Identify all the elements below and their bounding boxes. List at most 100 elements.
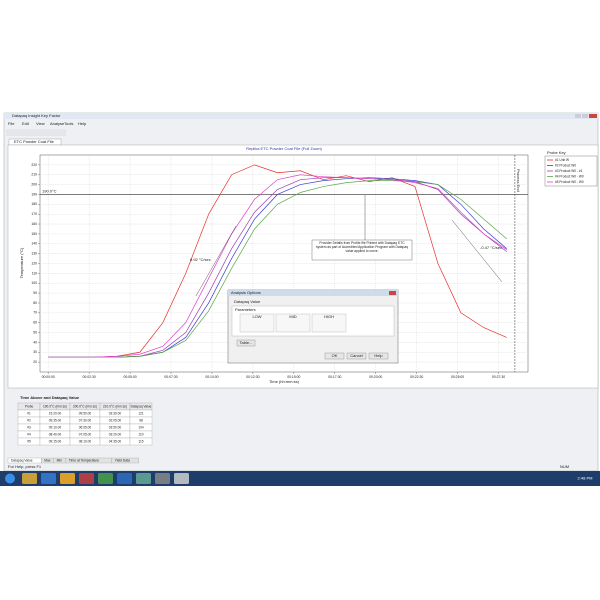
menu-bar: File Edit View Analyse Tools Help [8, 121, 87, 126]
dialog-button-label: Cancel [350, 353, 363, 358]
x-tick-label: 00:05:00 [123, 375, 136, 379]
table-button-label: Table... [240, 340, 253, 345]
annotation-arrow [451, 219, 503, 283]
menu-item[interactable]: Help [78, 121, 87, 126]
taskbar-icon[interactable] [155, 473, 170, 484]
table-cell-text: 07:05.00 [79, 432, 92, 436]
y-tick-label: 210 [31, 173, 37, 177]
y-tick-label: 160 [31, 222, 37, 226]
dialog-button[interactable] [324, 352, 345, 360]
table-cell-text: 104 [138, 425, 144, 429]
annotation-arrow [195, 225, 237, 297]
y-tick-label: 70 [33, 311, 37, 315]
table-cell-text: #5 [27, 439, 31, 443]
x-tick-label: 00:00:00 [42, 375, 55, 379]
maximize-button[interactable] [582, 114, 588, 118]
table-header: 190.0°C (mm:ss) [43, 404, 67, 408]
y-tick-label: 30 [33, 350, 37, 354]
menu-item[interactable]: Edit [22, 121, 30, 126]
chart-title: Replika ETC Powder Coat File (Full Zoom) [246, 146, 322, 151]
y-tick-label: 20 [33, 360, 37, 364]
start-button[interactable] [5, 473, 15, 484]
title-bar [4, 113, 598, 119]
annotation-note: Provider Details from Profile file Print… [316, 241, 408, 253]
table-cell-text: 09:50.00 [79, 411, 92, 415]
bottom-tab-label: Time at Temperature [69, 458, 99, 462]
taskbar-icon[interactable] [98, 473, 113, 484]
menu-item[interactable]: Tools [64, 121, 73, 126]
table-cell-text: 08:10.00 [79, 439, 92, 443]
table-title: Time Above and Datapaq Value [20, 395, 80, 400]
series-line [48, 174, 507, 358]
taskbar-icon[interactable] [117, 473, 132, 484]
table-cell-text: 04:35.00 [109, 439, 122, 443]
table-header: 200.0°C (mm:ss) [73, 404, 97, 408]
reference-label: 190.0°C [42, 189, 57, 194]
dialog-group-label: Parameters [235, 307, 256, 312]
dialog-button-label: Help [374, 353, 383, 358]
x-tick-label: 00:27:30 [492, 375, 505, 379]
legend-label: #1 Unit W [555, 158, 569, 162]
table-button[interactable] [236, 339, 256, 347]
x-tick-label: 00:17:30 [328, 375, 341, 379]
legend [544, 155, 598, 187]
annotation-box [311, 239, 413, 261]
bottom-tab[interactable] [111, 457, 139, 464]
clock: 2:48 PM [578, 476, 593, 481]
band-label: MID [289, 314, 296, 319]
annotation: -0.47 °C/sec [480, 245, 502, 250]
y-tick-label: 140 [31, 242, 37, 246]
legend-label: #3 Product W0 - #1 [555, 169, 583, 173]
table-cell-text: 121 [138, 411, 144, 415]
dialog-title: Analysis Options [231, 290, 261, 295]
status-text: For Help, press F1 [8, 464, 42, 469]
table-cell-text: 09:15.00 [49, 439, 62, 443]
bottom-tab-label: Min [57, 458, 62, 462]
taskbar-icon[interactable] [136, 473, 151, 484]
band-box [275, 313, 311, 333]
minimize-button[interactable] [575, 114, 581, 118]
x-tick-label: 00:02:30 [83, 375, 96, 379]
taskbar-icon[interactable] [79, 473, 94, 484]
y-axis-label: Temperature (°C) [19, 247, 24, 278]
bottom-tab-label: Yield Data [115, 458, 130, 462]
table-header: 210.0°C (mm:ss) [103, 404, 127, 408]
x-tick-label: 00:15:00 [287, 375, 300, 379]
dialog-tab: Datapaq Value [234, 299, 261, 304]
dialog-button[interactable] [368, 352, 389, 360]
x-tick-label: 00:25:00 [451, 375, 464, 379]
menu-item[interactable]: File [8, 121, 15, 126]
taskbar-icon[interactable] [22, 473, 37, 484]
table-cell-text: #3 [27, 425, 31, 429]
legend-title: Probe Key [547, 150, 566, 155]
dialog-title-bar [228, 290, 398, 296]
taskbar-icon[interactable] [60, 473, 75, 484]
legend-label: #5 Product W0 - W0 [555, 180, 584, 184]
y-tick-label: 120 [31, 261, 37, 265]
band-box [311, 313, 347, 333]
y-tick-label: 60 [33, 321, 37, 325]
table-cell-text: 110 [138, 432, 143, 436]
dialog-button[interactable] [346, 352, 367, 360]
dialog-close[interactable] [389, 291, 396, 295]
status-num: NUM [560, 464, 569, 469]
band-label: HIGH [324, 314, 334, 319]
x-tick-label: 00:07:30 [164, 375, 177, 379]
table-header: Probe [25, 404, 34, 408]
taskbar-icon[interactable] [174, 473, 189, 484]
y-tick-label: 100 [31, 281, 37, 285]
series-line [48, 180, 507, 358]
x-axis-label: Time (hh:mm:ss) [269, 379, 300, 384]
table-cell-text: 03:30.00 [109, 411, 122, 415]
close-button[interactable] [589, 114, 597, 118]
dialog-button-label: OK [332, 353, 338, 358]
menu-item[interactable]: Analyse [50, 121, 65, 126]
menu-item[interactable]: View [36, 121, 45, 126]
y-tick-label: 220 [31, 163, 37, 167]
band-box [239, 313, 275, 333]
x-tick-label: 00:22:30 [410, 375, 423, 379]
taskbar-icon[interactable] [41, 473, 56, 484]
process-end-label: Process End [516, 169, 521, 192]
file-tab-label: ETC Powder Coat File [14, 139, 55, 144]
